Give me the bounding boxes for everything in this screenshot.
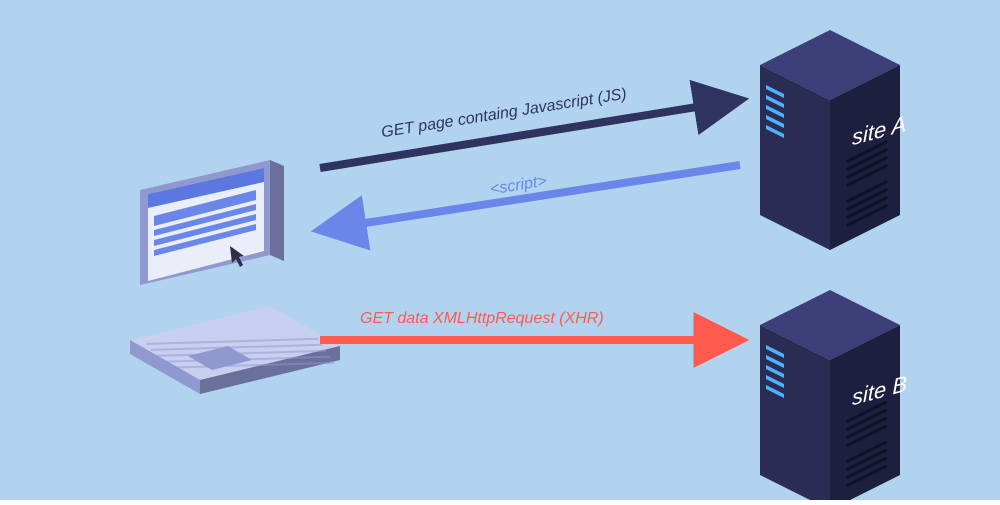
diagram-svg: [0, 0, 1000, 500]
arrow-req-xhr-label: GET data XMLHttpRequest (XHR): [360, 310, 604, 328]
laptop-icon: [130, 160, 340, 394]
diagram-stage: site Asite BGET page containg Javascript…: [0, 0, 1000, 500]
